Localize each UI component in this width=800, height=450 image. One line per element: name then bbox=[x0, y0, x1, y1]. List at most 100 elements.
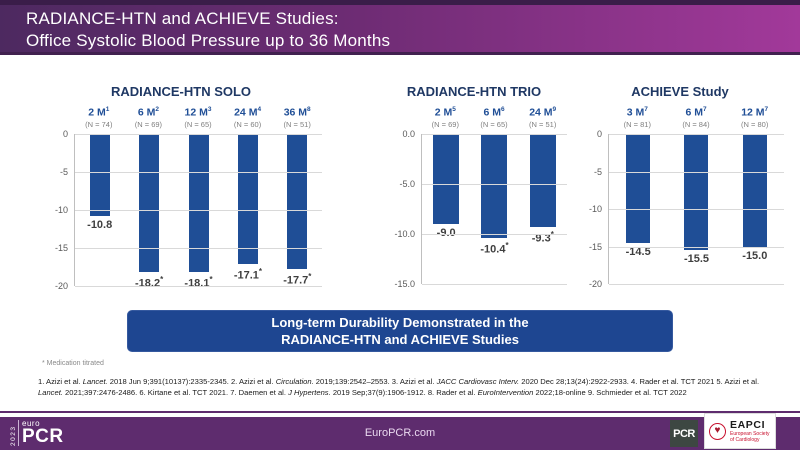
reference-superscript: 4 bbox=[257, 106, 262, 113]
bar bbox=[287, 134, 308, 269]
chart-radiance-htn-solo: RADIANCE-HTN SOLO 0 -5 -10 -15 -20 2 M1 (N = … bbox=[40, 84, 322, 291]
slide-title-line2: Office Systolic Blood Pressure up to 36 … bbox=[26, 31, 391, 50]
sample-size-label: (N = 65) bbox=[480, 119, 508, 129]
bar-value-label: -15.0 bbox=[742, 249, 768, 262]
bar bbox=[237, 134, 258, 264]
sample-size-label: (N = 81) bbox=[623, 119, 651, 129]
sample-size-label: (N = 69) bbox=[431, 119, 459, 129]
gridline bbox=[422, 184, 567, 185]
column-header: 24 M4 (N = 60) bbox=[223, 106, 273, 134]
citation-text: 2019 Sep;37(9):1906-1912. 8. Rader et al… bbox=[330, 387, 478, 397]
sample-size-label: (N = 84) bbox=[682, 119, 710, 129]
footer-bar: 2023 euro PCR EuroPCR.com PCR ♥ EAPCI Eu… bbox=[0, 413, 800, 450]
citation-text: 2019;139:2542–2553. 3. Azizi et al. bbox=[313, 377, 437, 386]
sample-size-label: (N = 51) bbox=[283, 119, 311, 129]
citation-journal: JACC Cardiovasc Interv. bbox=[436, 377, 520, 386]
gridline bbox=[609, 171, 784, 173]
eapci-tagline: European Society of Cardiology bbox=[730, 430, 770, 443]
reference-superscript: 7 bbox=[764, 106, 769, 113]
timepoint-label: 2 M5 bbox=[434, 106, 456, 119]
significance-asterisk: * bbox=[258, 266, 263, 276]
bar-value-label: -10.4* bbox=[480, 241, 509, 256]
reference-superscript: 8 bbox=[307, 106, 311, 113]
bar-value-label: -17.1* bbox=[233, 266, 263, 282]
bar bbox=[626, 134, 651, 243]
y-axis: 0.0 -5.0 -10.0 -15.0 bbox=[381, 106, 421, 289]
bar-value-label: -14.5 bbox=[625, 245, 651, 258]
slide-title-line1: RADIANCE-HTN and ACHIEVE Studies: bbox=[26, 9, 339, 28]
column-headers: 2 M1 (N = 74) 6 M2 (N = 69) 12 M3 (N = 65) 24 … bbox=[74, 106, 322, 134]
sample-size-label: (N = 65) bbox=[184, 119, 212, 129]
medication-footnote: * Medication titrated bbox=[42, 360, 104, 367]
gridline bbox=[75, 248, 322, 249]
column-header: 24 M9 (N = 51) bbox=[518, 106, 567, 134]
pcr-logo: PCR bbox=[670, 420, 698, 447]
reference-superscript: 2 bbox=[155, 106, 159, 113]
column-header: 6 M6 (N = 65) bbox=[470, 106, 519, 134]
y-axis-tick-label: -15 bbox=[588, 241, 602, 252]
gridline bbox=[609, 209, 784, 210]
chart-achieve-study: ACHIEVE Study 0 -5 -10 -15 -20 3 M7 (N = 81) 6… bbox=[576, 84, 784, 289]
gridline bbox=[75, 210, 322, 211]
europcr-brand-euro: euro bbox=[22, 419, 41, 428]
reference-superscript: 7 bbox=[702, 106, 707, 113]
plot-area: -10.8 -18.2* -18.1* -17.1* -17.7* bbox=[74, 134, 322, 290]
column-header: 2 M5 (N = 69) bbox=[421, 106, 470, 134]
timepoint-label: 6 M6 bbox=[483, 106, 505, 119]
citation-journal: Lancet. bbox=[82, 377, 108, 386]
y-axis-tick-label: -5 bbox=[593, 166, 602, 177]
citation-text: 2018 Jun 9;391(10137):2335-2345. 2. Aziz… bbox=[107, 377, 276, 386]
gridline bbox=[609, 284, 784, 285]
reference-superscript: 1 bbox=[105, 106, 110, 113]
timepoint-label: 24 M4 bbox=[234, 106, 262, 119]
reference-superscript: 7 bbox=[644, 106, 648, 113]
gridline bbox=[75, 134, 322, 135]
gridline bbox=[609, 246, 784, 248]
column-headers: 3 M7 (N = 81) 6 M7 (N = 84) 12 M7 (N = 80) bbox=[608, 106, 784, 134]
eapci-logo: ♥ EAPCI European Society of Cardiology bbox=[704, 413, 776, 449]
banner-line2: RADIANCE-HTN and ACHIEVE Studies bbox=[281, 332, 519, 347]
durability-banner: Long-term Durability Demonstrated in the… bbox=[127, 310, 673, 352]
y-axis: 0 -5 -10 -15 -20 bbox=[576, 106, 608, 289]
y-axis-tick-label: -10 bbox=[54, 205, 68, 215]
significance-asterisk: * bbox=[308, 271, 312, 281]
timepoint-label: 24 M9 bbox=[529, 106, 557, 119]
plot-area: -14.5 -15.5 -15.0 bbox=[608, 134, 784, 285]
significance-asterisk: * bbox=[505, 241, 509, 250]
column-header: 36 M8 (N = 51) bbox=[272, 106, 322, 134]
gridline bbox=[422, 234, 567, 235]
bar bbox=[684, 134, 709, 251]
timepoint-label: 36 M8 bbox=[283, 106, 311, 119]
europcr-logo: 2023 euro PCR bbox=[10, 420, 64, 446]
europcr-brand-pcr: PCR bbox=[22, 426, 64, 447]
bar bbox=[139, 134, 160, 273]
citation-text: 2021;397:2476-2486. 6. Kirtane et al. TC… bbox=[62, 387, 289, 397]
timepoint-label: 12 M7 bbox=[741, 106, 769, 119]
gridline bbox=[609, 134, 784, 135]
sample-size-label: (N = 74) bbox=[85, 119, 113, 129]
europcr-site-link[interactable]: EuroPCR.com bbox=[364, 427, 436, 439]
sample-size-label: (N = 69) bbox=[134, 119, 163, 129]
citation-text: 2022;18-online 9. Schmieder et al. TCT 2… bbox=[533, 387, 687, 397]
citation-journal: Lancet. bbox=[38, 387, 63, 397]
bar bbox=[529, 134, 556, 227]
y-axis-tick-label: 0.0 bbox=[402, 129, 415, 139]
column-header: 6 M7 (N = 84) bbox=[667, 106, 726, 134]
bar bbox=[481, 134, 508, 238]
bar bbox=[89, 134, 110, 217]
column-header: 12 M3 (N = 65) bbox=[173, 106, 223, 134]
sample-size-label: (N = 51) bbox=[529, 119, 557, 129]
citation-journal: EuroIntervention bbox=[477, 387, 534, 397]
bar bbox=[742, 134, 767, 247]
bar-value-label: -15.5 bbox=[683, 253, 710, 266]
sample-size-label: (N = 60) bbox=[233, 119, 262, 129]
gridline bbox=[75, 286, 322, 287]
reference-superscript: 5 bbox=[452, 106, 456, 113]
gridline bbox=[75, 172, 322, 173]
citation-journal: J Hypertens. bbox=[288, 387, 331, 397]
y-axis-tick-label: -20 bbox=[588, 279, 602, 289]
bar-value-label: -18.2* bbox=[135, 275, 164, 290]
bar bbox=[188, 134, 209, 272]
timepoint-label: 6 M2 bbox=[137, 106, 159, 119]
